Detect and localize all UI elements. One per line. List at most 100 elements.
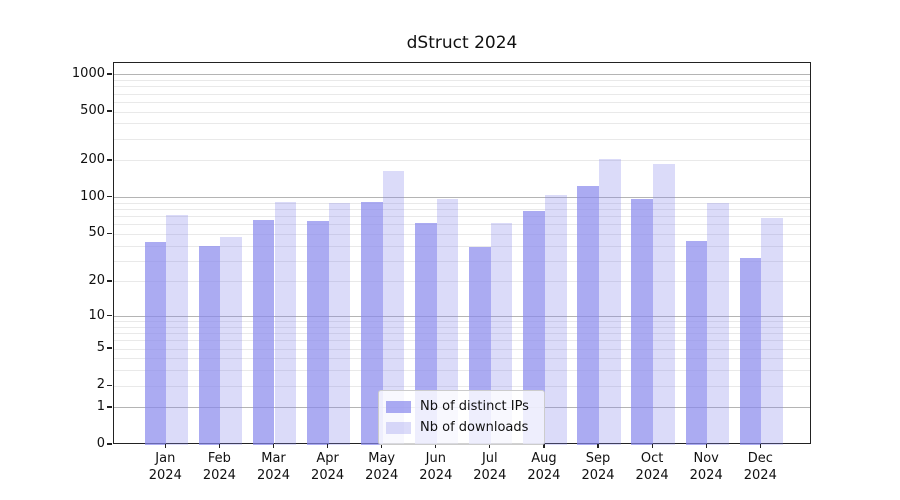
bar-downloads: [220, 236, 243, 445]
bar-distinct-ips: [685, 241, 708, 445]
x-tick-label: Apr 2024: [296, 451, 360, 484]
x-tick-label-year: 2024: [419, 467, 453, 483]
x-tick-label-month: Dec: [747, 451, 773, 466]
x-tick-mark: [651, 444, 653, 448]
x-tick-label: Dec 2024: [728, 451, 792, 484]
bar-downloads: [274, 201, 297, 445]
minor-gridline: [114, 370, 810, 372]
x-tick-mark: [272, 444, 275, 448]
minor-gridline: [114, 385, 810, 387]
legend-label-downloads: Nb of downloads: [420, 420, 529, 435]
y-tick-mark: [107, 315, 112, 317]
y-tick-label: 100: [80, 188, 105, 204]
y-tick-label: 0: [96, 436, 105, 451]
x-tick-mark: [759, 444, 761, 448]
y-tick-mark: [107, 110, 112, 112]
bar-downloads: [490, 223, 513, 445]
y-tick-label: 1: [96, 398, 105, 414]
x-tick-label: Jun 2024: [404, 451, 468, 484]
minor-gridline: [114, 281, 810, 283]
bar-downloads: [707, 203, 729, 445]
x-tick-mark: [327, 444, 329, 448]
x-tick-label-month: Jan: [155, 451, 176, 466]
minor-gridline: [114, 209, 810, 211]
x-tick-label: Nov 2024: [674, 451, 738, 484]
x-tick-mark: [164, 444, 166, 448]
x-tick-mark: [435, 444, 437, 448]
x-tick-mark: [597, 444, 599, 448]
x-tick-label-month: May: [368, 451, 396, 466]
bar-downloads: [436, 198, 459, 445]
y-tick-label: 5: [96, 340, 105, 355]
x-tick-label-year: 2024: [256, 467, 291, 483]
x-tick-label-month: Aug: [531, 451, 557, 466]
y-tick-label: 500: [80, 103, 105, 118]
bar-distinct-ips: [306, 221, 329, 445]
y-tick-mark: [107, 196, 112, 198]
x-tick-mark: [218, 444, 221, 448]
minor-gridline: [114, 326, 810, 328]
legend-swatch-downloads-icon: [386, 421, 411, 434]
plot-area: [113, 62, 811, 445]
major-gridline: [114, 74, 810, 76]
minor-gridline: [114, 123, 810, 125]
minor-gridline: [114, 93, 810, 95]
y-tick-label: 1000: [71, 65, 105, 81]
x-tick-label-year: 2024: [527, 467, 561, 483]
x-tick-label: Sep 2024: [566, 451, 630, 484]
y-tick-label: 200: [80, 151, 105, 167]
legend-swatch-ips-icon: [386, 400, 411, 413]
x-tick-mark: [543, 444, 545, 448]
minor-gridline: [114, 340, 810, 342]
x-tick-mark: [489, 444, 491, 448]
minor-gridline: [114, 202, 810, 204]
x-tick-label: May 2024: [350, 451, 414, 484]
x-tick-label-year: 2024: [365, 467, 399, 483]
x-tick-label-month: Feb: [207, 451, 231, 466]
y-tick-mark: [107, 443, 112, 445]
legend-item-downloads: Nb of downloads: [386, 417, 534, 438]
y-tick-mark: [107, 384, 112, 386]
minor-gridline: [114, 160, 810, 162]
minor-gridline: [114, 138, 810, 140]
y-tick-mark: [107, 232, 112, 235]
x-tick-label-year: 2024: [743, 467, 777, 483]
major-gridline: [114, 316, 810, 318]
minor-gridline: [114, 101, 810, 103]
minor-gridline: [114, 245, 810, 247]
minor-gridline: [114, 80, 810, 82]
bar-distinct-ips: [198, 246, 221, 445]
minor-gridline: [114, 233, 810, 235]
minor-gridline: [114, 260, 810, 262]
bar-distinct-ips: [361, 201, 383, 445]
bar-distinct-ips: [577, 186, 599, 445]
bar-downloads: [544, 195, 567, 445]
y-tick-mark: [107, 406, 112, 408]
y-tick-label: 10: [88, 307, 105, 323]
minor-gridline: [114, 358, 810, 360]
y-tick-label: 50: [88, 225, 105, 241]
x-tick-label-year: 2024: [473, 467, 507, 483]
minor-gridline: [114, 348, 810, 350]
legend: Nb of distinct IPs Nb of downloads: [378, 390, 545, 445]
x-tick-label-year: 2024: [148, 467, 182, 483]
minor-gridline: [114, 111, 810, 113]
x-tick-label-month: Apr: [316, 451, 339, 466]
bar-downloads: [382, 171, 405, 445]
bar-downloads: [166, 215, 188, 445]
x-tick-mark: [705, 444, 707, 448]
bar-downloads: [761, 218, 783, 445]
x-tick-label-month: Mar: [261, 451, 286, 466]
y-tick-mark: [107, 73, 112, 75]
x-tick-label-year: 2024: [202, 467, 236, 483]
minor-gridline: [114, 216, 810, 218]
y-tick-mark: [107, 159, 112, 161]
bar-downloads: [599, 158, 621, 445]
x-tick-label-month: Oct: [640, 451, 664, 466]
major-gridline: [114, 197, 810, 199]
bar-downloads: [653, 163, 675, 445]
x-tick-label: Aug 2024: [512, 451, 576, 484]
bar-downloads: [328, 202, 351, 445]
bar-distinct-ips: [415, 223, 437, 445]
minor-gridline: [114, 333, 810, 335]
